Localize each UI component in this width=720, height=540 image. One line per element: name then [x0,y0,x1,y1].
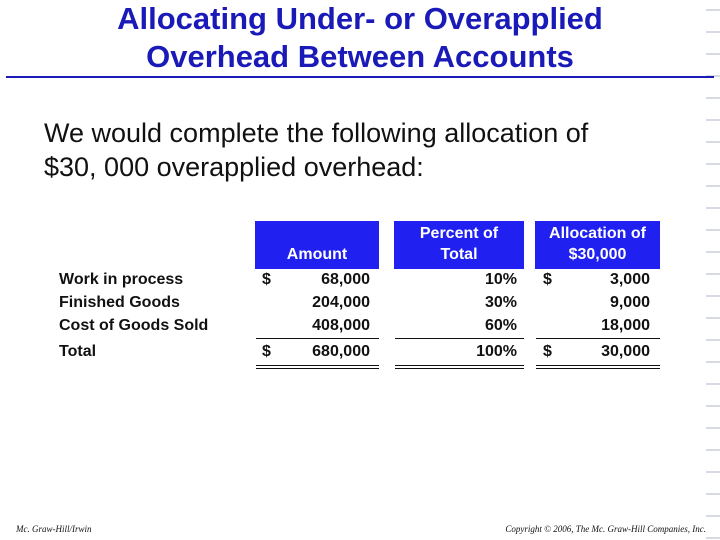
row-label-finished-goods: Finished Goods [59,294,180,311]
total-double-rule-percent-1 [395,365,524,366]
amount-dollar-sign: $ [262,271,271,288]
total-allocation-cell: 30,000 [601,343,650,360]
amount-cell: 408,000 [312,317,370,334]
total-allocation-dollar-sign: $ [543,343,552,360]
slide-title: Allocating Under- or Overapplied Overhea… [0,0,720,76]
total-double-rule-allocation-2 [536,368,660,369]
header-percent-line-2: Total [440,246,478,263]
row-label-cost-of-goods-sold: Cost of Goods Sold [59,317,209,334]
footer-publisher: Mc. Graw-Hill/Irwin [16,524,92,534]
total-double-rule-percent-2 [395,368,524,369]
slide-title-line-1: Allocating Under- or Overapplied [117,1,603,36]
side-texture-decoration [706,0,720,540]
header-allocation-line-1: Allocation of [549,225,646,242]
percent-cell: 10% [484,271,517,288]
allocation-cell: 18,000 [601,317,650,334]
subtotal-rule-allocation [536,338,660,339]
header-percent: Percent of Total [394,221,524,269]
header-percent-line-1: Percent of [419,225,499,242]
subtotal-rule-percent [395,338,524,339]
row-label-work-in-process: Work in process [59,271,184,288]
header-amount-line-2: Amount [286,246,348,263]
total-double-rule-amount-1 [256,365,379,366]
amount-cell: 204,000 [312,294,370,311]
body-line-1: We would complete the following allocati… [44,118,589,148]
slide-body-text: We would complete the following allocati… [44,116,684,184]
body-line-2: $30, 000 overapplied overhead: [44,152,424,182]
header-allocation-line-2: $30,000 [568,246,627,263]
slide-title-line-2: Overhead Between Accounts [146,39,574,74]
total-amount-dollar-sign: $ [262,343,271,360]
amount-cell: 68,000 [321,271,370,288]
total-double-rule-amount-2 [256,368,379,369]
header-amount-line-1 [255,223,379,244]
total-double-rule-allocation-1 [536,365,660,366]
title-underline [6,76,714,78]
percent-cell: 60% [484,317,517,334]
header-amount: Amount [255,221,379,269]
footer-copyright: Copyright © 2006, The Mc. Graw-Hill Comp… [505,524,706,534]
allocation-cell: 3,000 [609,271,650,288]
header-allocation: Allocation of $30,000 [535,221,660,269]
subtotal-rule-amount [256,338,379,339]
percent-cell: 30% [484,294,517,311]
row-label-total: Total [59,343,97,360]
allocation-dollar-sign: $ [543,271,552,288]
total-percent-cell: 100% [476,343,517,360]
total-amount-cell: 680,000 [312,343,370,360]
allocation-cell: 9,000 [609,294,650,311]
